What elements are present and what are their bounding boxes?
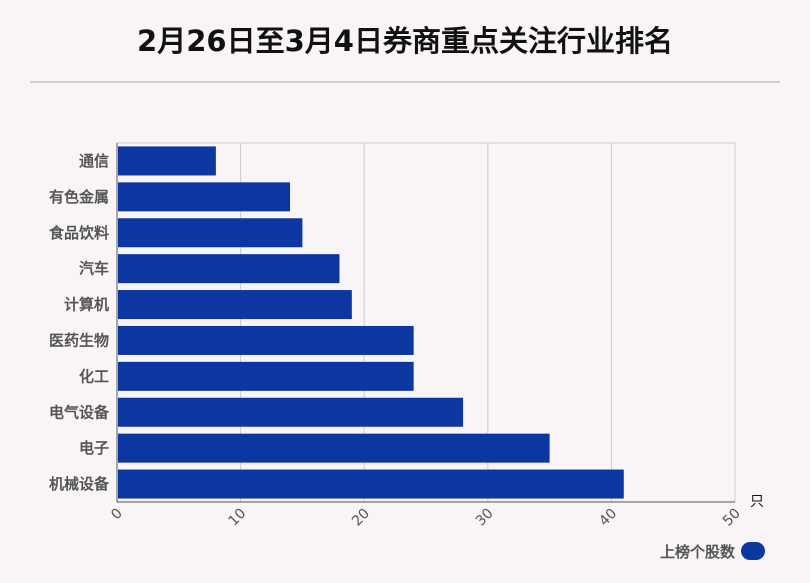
- chart-title: 2月26日至3月4日券商重点关注行业排名: [137, 24, 673, 58]
- x-tick-label: 0: [108, 506, 126, 524]
- category-label: 电气设备: [49, 403, 110, 421]
- legend: 上榜个股数: [660, 540, 766, 562]
- x-axis-unit: 只: [750, 494, 764, 510]
- x-tick-labels: 0 10 20 30 40 50: [108, 506, 744, 530]
- bar: [118, 290, 352, 320]
- bar: [118, 218, 303, 248]
- category-label: 计算机: [64, 296, 109, 314]
- bar: [118, 361, 414, 391]
- x-tick-label: 10: [226, 506, 250, 530]
- category-label: 机械设备: [49, 475, 110, 493]
- bar: [118, 254, 340, 284]
- bar: [118, 146, 216, 176]
- category-label: 有色金属: [49, 188, 109, 206]
- category-label: 食品饮料: [49, 224, 109, 242]
- category-label: 医药生物: [49, 331, 109, 349]
- x-tick-label: 30: [473, 506, 497, 530]
- title-divider: [30, 81, 780, 83]
- category-label: 电子: [79, 439, 109, 457]
- category-label: 通信: [79, 152, 109, 170]
- x-tick-label: 40: [596, 506, 620, 530]
- bar: [118, 397, 464, 427]
- bars: [118, 146, 624, 499]
- x-tick-label: 20: [349, 506, 373, 530]
- category-label: 汽车: [79, 260, 109, 278]
- bar: [118, 325, 414, 355]
- bar: [118, 433, 550, 463]
- legend-swatch: [741, 542, 766, 560]
- bar: [118, 469, 624, 499]
- legend-label: 上榜个股数: [660, 542, 736, 561]
- category-label: 化工: [79, 367, 109, 385]
- x-tick-label: 50: [720, 506, 744, 530]
- bar: [118, 182, 291, 212]
